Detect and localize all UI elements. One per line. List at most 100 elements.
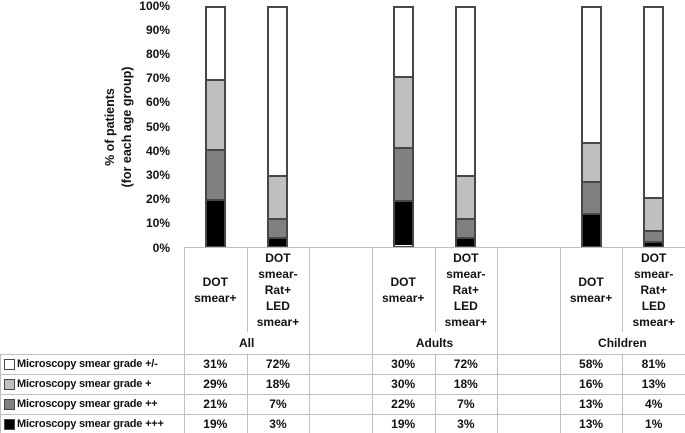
bar-segment — [582, 213, 600, 246]
grid-vline — [434, 354, 436, 433]
value-cell: 30% — [391, 377, 416, 391]
bar-segment — [206, 79, 224, 149]
value-cell: 1% — [645, 417, 663, 431]
bar-category-label: DOT smear+ — [569, 275, 613, 305]
grid-vline — [371, 354, 373, 433]
grid-hline — [0, 394, 685, 395]
value-cell: 19% — [391, 417, 416, 431]
grid-vline — [497, 354, 499, 433]
value-cell: 31% — [203, 357, 228, 371]
grid-vline — [184, 354, 185, 433]
legend-swatch — [4, 419, 15, 430]
stacked-bar — [580, 5, 602, 248]
axis-baseline — [184, 247, 685, 248]
bar-segment — [206, 199, 224, 246]
value-cell: 22% — [391, 397, 416, 411]
value-cell: 4% — [645, 397, 663, 411]
legend-label: Microscopy smear grade ++ — [17, 398, 158, 410]
bar-segment — [394, 7, 412, 77]
bar-category-label: DOT smear- Rat+ LED smear+ — [256, 251, 300, 329]
bar-segment — [206, 7, 224, 80]
y-tick-label: 40% — [145, 143, 170, 158]
value-cell: 7% — [269, 397, 287, 411]
grid-vline — [559, 248, 561, 354]
stacked-bar — [267, 5, 289, 248]
grid-vline — [622, 354, 624, 433]
bar-segment — [269, 7, 287, 175]
group-label: Adults — [415, 336, 454, 350]
grid-vline — [309, 248, 311, 354]
value-cell: 72% — [265, 357, 290, 371]
stacked-bar — [455, 5, 477, 248]
grid-vline — [246, 248, 248, 332]
grid-vline — [184, 248, 185, 354]
bar-category-label: DOT smear- Rat+ LED smear+ — [632, 251, 675, 329]
grid-vline — [371, 248, 373, 354]
bar-category-label: DOT smear+ — [382, 275, 425, 305]
y-tick-label: 100% — [139, 0, 170, 13]
value-cell: 13% — [579, 417, 604, 431]
grid-hline — [0, 414, 685, 415]
grid-vline — [559, 354, 561, 433]
bar-segment — [269, 174, 287, 219]
stacked-bar — [643, 5, 665, 248]
bar-segment — [269, 218, 287, 237]
value-cell: 18% — [265, 377, 290, 391]
value-cell: 13% — [579, 397, 604, 411]
value-cell: 3% — [269, 417, 287, 431]
group-label: Children — [598, 336, 647, 350]
legend-swatch — [4, 399, 15, 410]
legend-swatch — [4, 359, 15, 370]
grid-hline — [0, 374, 685, 375]
value-cell: 3% — [457, 417, 475, 431]
bar-segment — [645, 229, 663, 242]
grid-vline — [434, 248, 436, 332]
legend-label: Microscopy smear grade + — [17, 378, 152, 390]
value-cell: 30% — [391, 357, 416, 371]
bar-segment — [394, 76, 412, 148]
bar-segment — [582, 142, 600, 182]
grid-vline — [246, 354, 248, 433]
y-tick-label: 80% — [145, 46, 170, 61]
bar-segment — [457, 174, 475, 219]
value-cell: 18% — [453, 377, 478, 391]
value-cell: 21% — [203, 397, 228, 411]
grid-hline — [0, 354, 685, 355]
value-cell: 58% — [579, 357, 604, 371]
value-cell: 81% — [641, 357, 666, 371]
bar-segment — [457, 236, 475, 246]
value-cell: 19% — [203, 417, 228, 431]
stacked-bar — [204, 5, 226, 248]
bar-category-label: DOT smear+ — [194, 275, 237, 305]
bar-segment — [457, 7, 475, 175]
value-cell: 16% — [579, 377, 604, 391]
bar-segment — [394, 199, 412, 246]
legend-label: Microscopy smear grade +/- — [17, 358, 158, 370]
value-cell: 29% — [203, 377, 228, 391]
y-tick-label: 30% — [145, 167, 170, 182]
bar-segment — [582, 7, 600, 143]
group-label: All — [238, 336, 255, 350]
bar-segment — [394, 147, 412, 200]
y-tick-label: 20% — [145, 192, 170, 207]
bar-category-label: DOT smear- Rat+ LED smear+ — [444, 251, 487, 329]
legend-label: Microscopy smear grade +++ — [17, 418, 164, 430]
value-cell: 13% — [641, 377, 666, 391]
bar-segment — [645, 7, 663, 198]
y-tick-label: 70% — [145, 71, 170, 86]
y-tick-label: 0% — [152, 240, 170, 255]
grid-vline — [497, 248, 499, 354]
bar-segment — [206, 148, 224, 200]
bar-segment — [645, 241, 663, 246]
y-tick-label: 90% — [145, 22, 170, 37]
grid-vline — [622, 248, 624, 332]
bar-segment — [457, 218, 475, 237]
legend-swatch — [4, 379, 15, 390]
stacked-bar — [392, 5, 414, 248]
y-tick-label: 10% — [145, 216, 170, 231]
y-tick-label: 50% — [145, 119, 170, 134]
y-tick-label: 60% — [145, 95, 170, 110]
bar-segment — [582, 181, 600, 214]
bar-segment — [269, 236, 287, 246]
